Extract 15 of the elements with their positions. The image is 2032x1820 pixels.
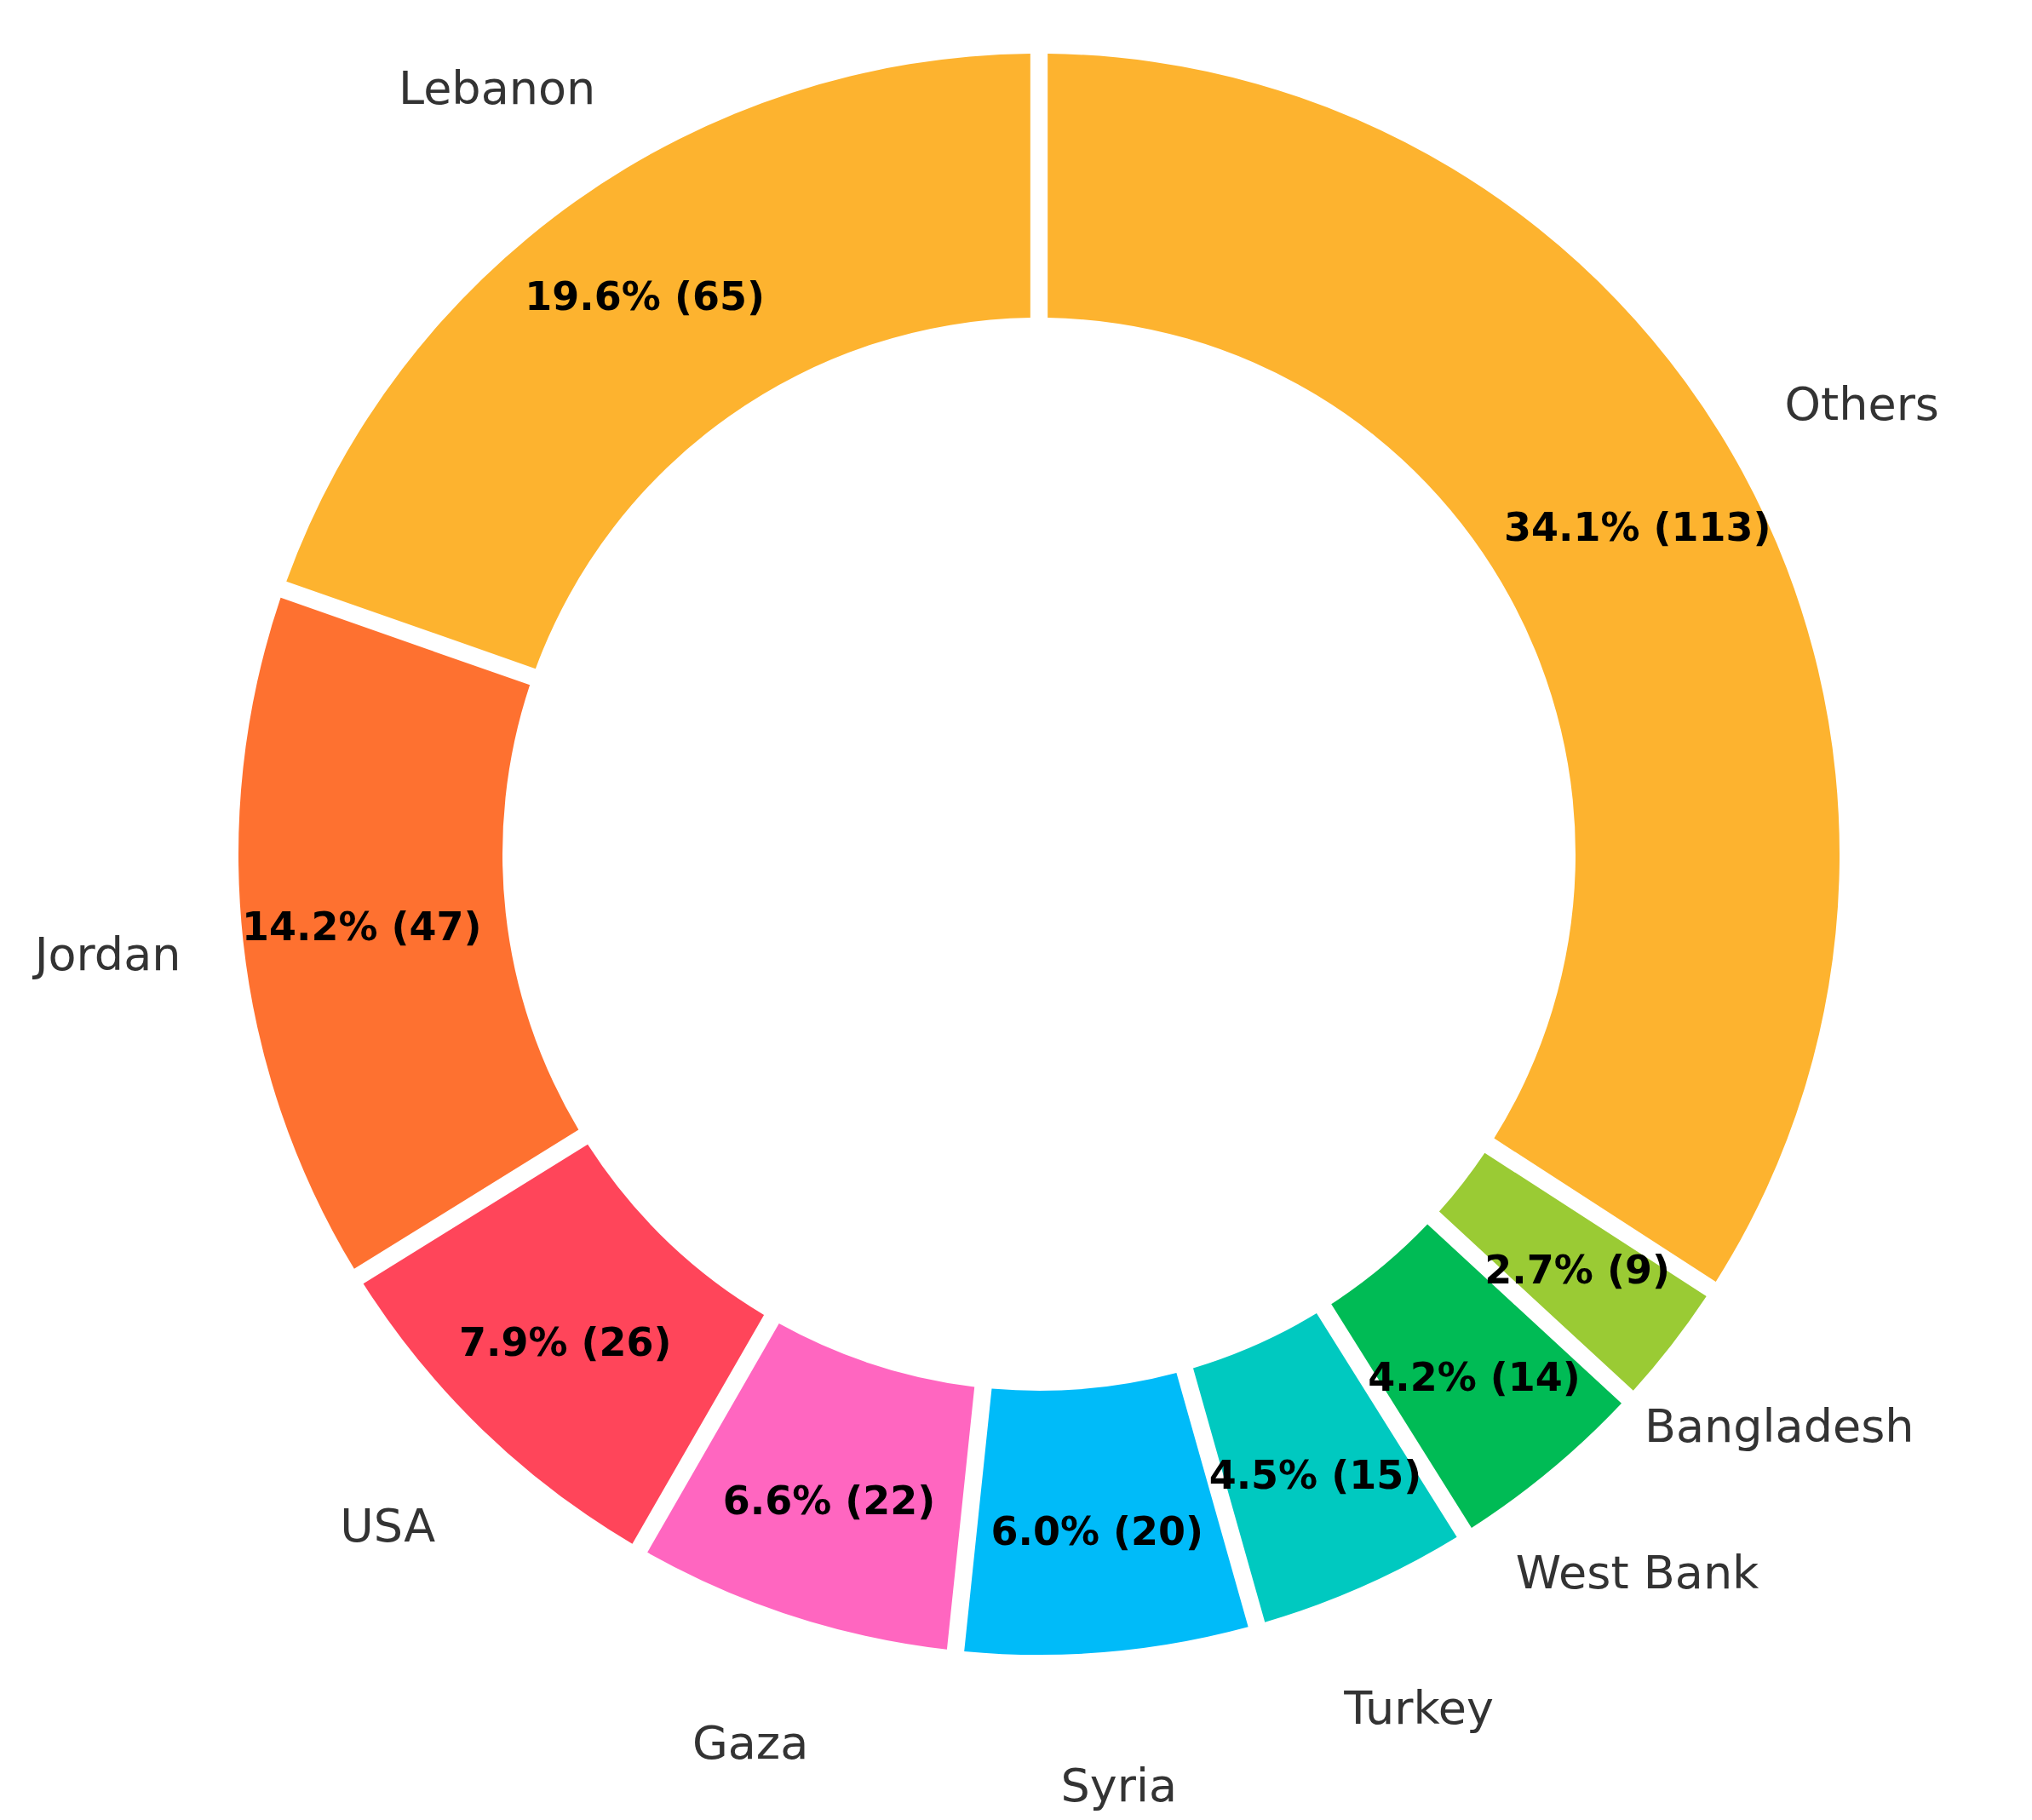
slice-label: Gaza (692, 1716, 809, 1771)
data-label: 7.9% (26) (458, 1319, 672, 1365)
data-label: 34.1% (113) (1503, 503, 1771, 550)
slice-label: Jordan (32, 927, 181, 981)
slice-label: Bangladesh (1644, 1399, 1914, 1454)
slice-label: Syria (1060, 1758, 1178, 1812)
data-label: 14.2% (47) (241, 904, 482, 950)
data-label: 6.6% (22) (722, 1478, 936, 1524)
slice-label: West Bank (1515, 1546, 1760, 1600)
data-label: 19.6% (65) (525, 273, 766, 320)
data-label: 6.0% (20) (990, 1508, 1204, 1555)
slice-label: Lebanon (399, 60, 596, 115)
slice-label: Turkey (1343, 1681, 1495, 1736)
slice-label: USA (340, 1498, 436, 1553)
slice-label: Others (1784, 377, 1939, 432)
